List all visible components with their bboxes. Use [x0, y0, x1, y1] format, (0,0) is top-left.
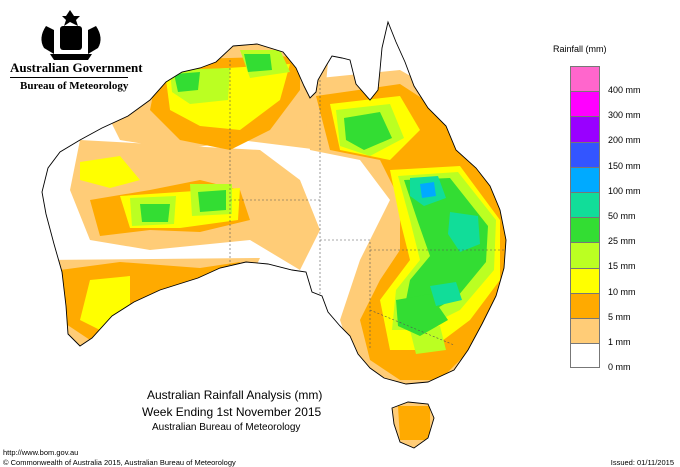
legend-label: 150 mm: [608, 160, 641, 171]
header-divider: [10, 77, 128, 78]
legend-label: 15 mm: [608, 261, 636, 272]
legend-label: 25 mm: [608, 236, 636, 247]
coat-of-arms-emblem: [41, 10, 101, 60]
legend-label: 100 mm: [608, 185, 641, 196]
rain-100mm-areas: [420, 182, 436, 198]
legend-swatch: [570, 66, 600, 92]
copyright-notice: © Commonwealth of Australia 2015, Austra…: [3, 458, 236, 467]
legend-swatch: [570, 191, 600, 218]
legend-swatch: [570, 91, 600, 117]
rain-50mm-areas: [410, 176, 480, 306]
legend-swatch: [570, 267, 600, 293]
legend-label: 50 mm: [608, 210, 636, 221]
legend-label: 300 mm: [608, 110, 641, 121]
government-name: Australian Government: [10, 60, 143, 75]
legend-swatch: [570, 317, 600, 344]
legend-title: Rainfall (mm): [553, 44, 607, 54]
legend-label: 5 mm: [608, 311, 631, 322]
map-subtitle: Week Ending 1st November 2015: [142, 405, 322, 419]
rain-25mm-areas: [140, 54, 488, 336]
legend-label: 400 mm: [608, 85, 641, 95]
state-borders: [229, 60, 506, 350]
tasmania-coastline: [391, 401, 435, 449]
map-title: Australian Rainfall Analysis (mm): [147, 388, 323, 402]
legend-swatch: [570, 166, 600, 192]
website-url[interactable]: http://www.bom.gov.au: [3, 448, 79, 457]
legend-swatch: [570, 217, 600, 243]
legend-swatch: [570, 292, 600, 318]
legend-swatch: [570, 343, 600, 369]
legend-swatch: [570, 242, 600, 268]
bureau-name: Bureau of Meteorology: [20, 80, 129, 92]
legend-label: 10 mm: [608, 286, 636, 297]
legend-swatch: [570, 141, 600, 167]
legend-label: 200 mm: [608, 135, 641, 146]
map-agency: Australian Bureau of Meteorology: [152, 422, 301, 433]
legend-label: 0 mm: [608, 362, 631, 373]
legend-label: 1 mm: [608, 336, 631, 347]
issued-date: Issued: 01/11/2015: [610, 458, 674, 467]
legend-swatch: [570, 116, 600, 142]
